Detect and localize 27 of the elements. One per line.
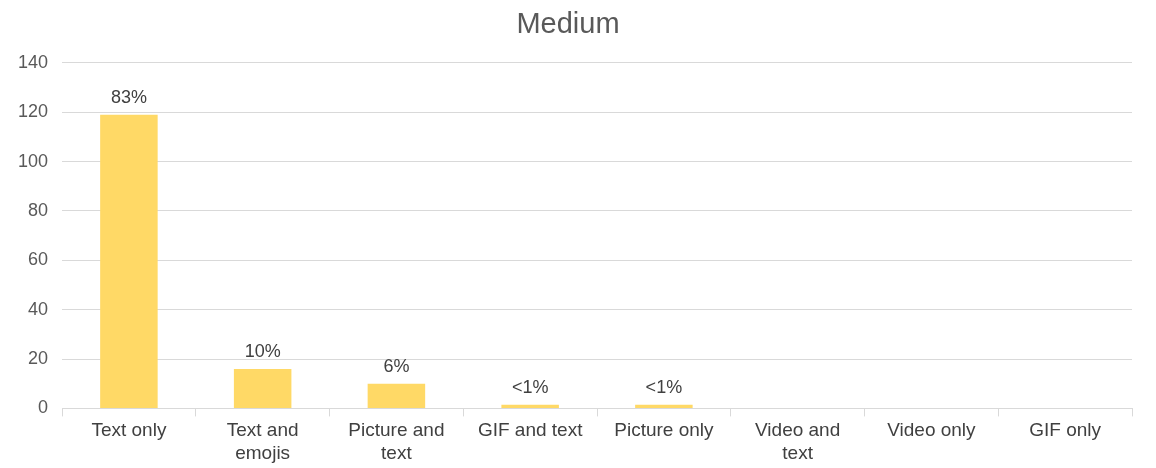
bar [100,114,158,408]
x-tick-label: GIF only [1029,419,1102,441]
x-tick-label: GIF and text [477,419,584,441]
bar [233,368,292,408]
y-tick-label: 20 [28,348,49,368]
y-tick-label: 0 [38,397,49,418]
bar [501,404,559,408]
annotation: <1% [511,376,549,397]
annotation: 10% [244,340,281,361]
chart-title: Medium [516,7,620,40]
x-tick-label: Video and text [755,419,841,463]
bar [635,404,693,408]
y-tick-label: 140 [17,51,49,72]
x-tick-label: Picture and text [348,419,445,463]
x-tick-label: Text only [91,419,167,441]
annotation: 6% [383,355,410,376]
x-tick-label: Text and emojis [226,419,299,463]
x-tick-label: Video only [887,419,977,441]
bar [367,383,426,408]
y-tick-label: 120 [17,101,49,122]
annotation: 83% [110,86,147,107]
annotation: <1% [645,376,683,397]
y-tick-label: 80 [28,199,49,220]
y-tick-label: 60 [28,249,49,270]
x-tick-label: Picture only [614,419,715,441]
y-tick-label: 100 [17,150,49,171]
y-tick-label: 40 [28,298,49,319]
